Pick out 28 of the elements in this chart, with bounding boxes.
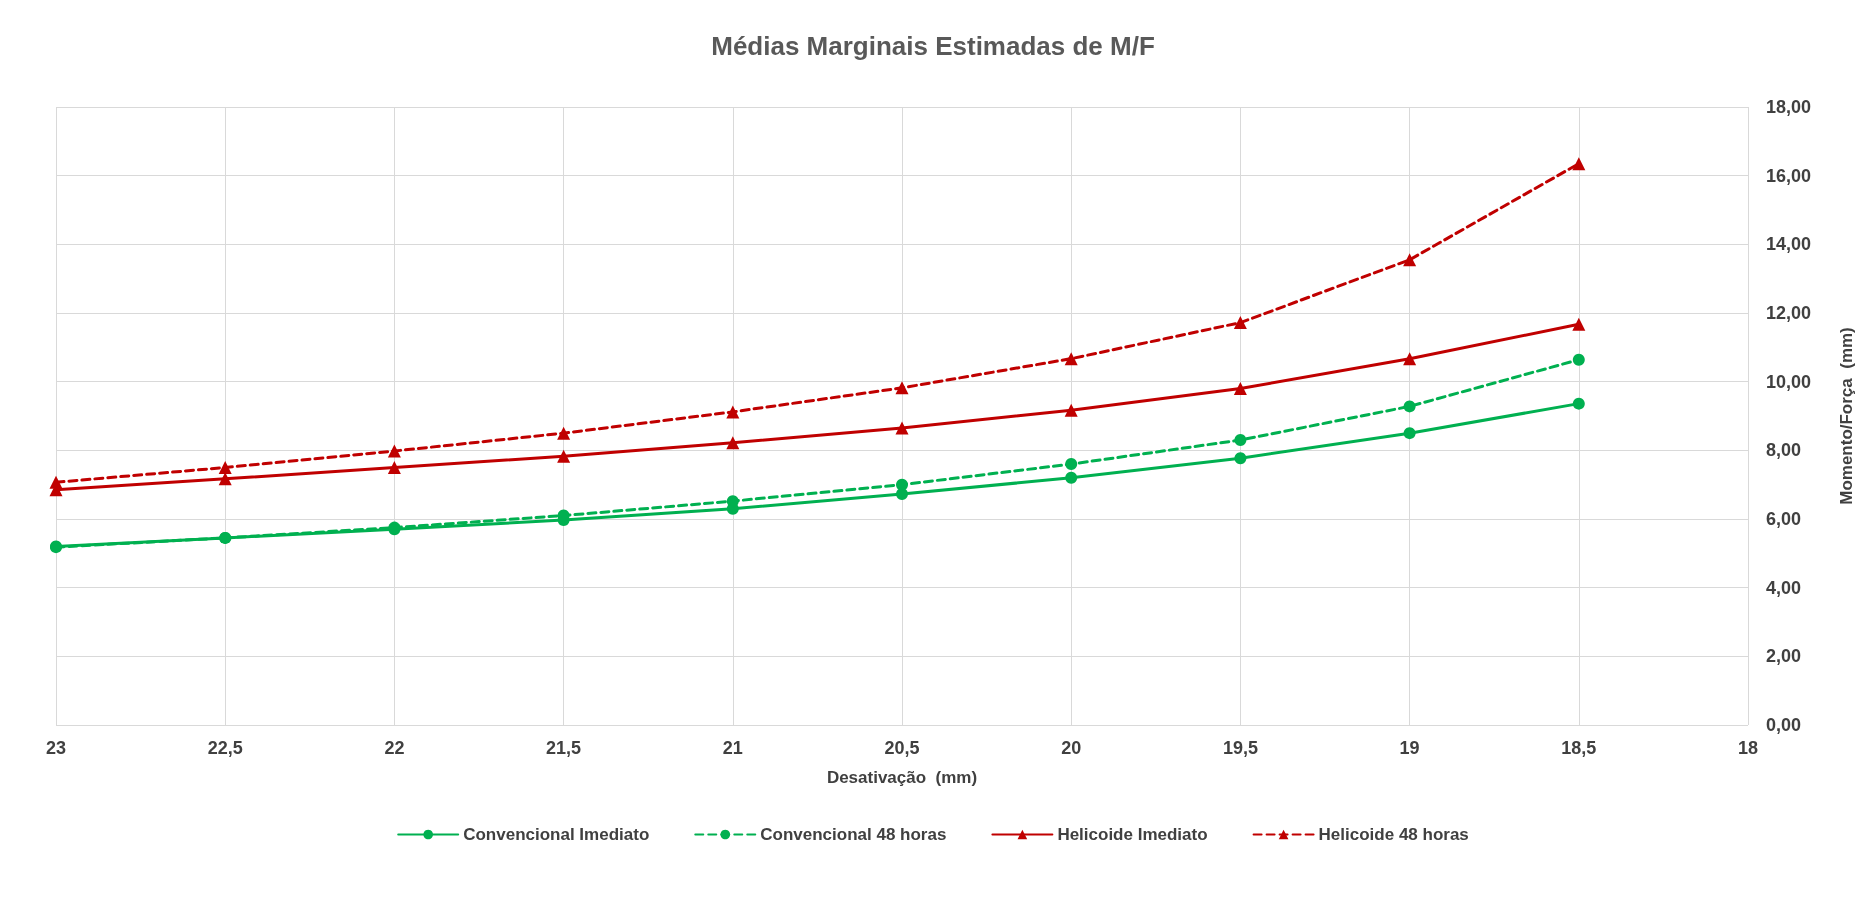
x-tick-label: 19: [1399, 738, 1420, 758]
y-tick-label: 6,00: [1766, 509, 1802, 529]
y-tick-label: 16,00: [1766, 165, 1812, 186]
x-tick-label: 23: [45, 738, 67, 758]
y-tick-label: 18,00: [1766, 97, 1812, 117]
y-tick-label: 0,00: [1766, 715, 1802, 735]
x-tick-label: 22: [384, 738, 405, 758]
chart-title: Médias Marginais Estimadas de M/F: [711, 31, 1155, 61]
y-tick-label: 2,00: [1766, 646, 1802, 667]
x-tick-label: 21,5: [546, 738, 582, 758]
x-tick-label: 18,5: [1561, 738, 1597, 758]
y-tick-label: 4,00: [1766, 577, 1802, 598]
y-axis-title: Momento/Força (mm): [1837, 327, 1856, 505]
y-tick-label: 10,00: [1766, 371, 1812, 392]
x-tick-label: 20,5: [884, 738, 920, 758]
y-tick-label: 14,00: [1766, 234, 1812, 255]
x-tick-label: 19,5: [1222, 738, 1258, 758]
legend-label: Helicoide Imediato: [1057, 825, 1208, 844]
y-tick-label: 12,00: [1766, 303, 1812, 323]
x-tick-label: 18: [1737, 738, 1759, 758]
x-tick-label: 21: [722, 738, 743, 758]
x-tick-label: 20: [1061, 738, 1082, 758]
y-tick-label: 8,00: [1766, 440, 1802, 461]
x-tick-label: 22,5: [207, 738, 243, 758]
x-axis-title: Desativação (mm): [826, 768, 978, 787]
legend-label: Convencional Imediato: [463, 825, 650, 844]
legend-label: Convencional 48 horas: [760, 825, 947, 844]
legend-label: Helicoide 48 horas: [1318, 825, 1469, 844]
